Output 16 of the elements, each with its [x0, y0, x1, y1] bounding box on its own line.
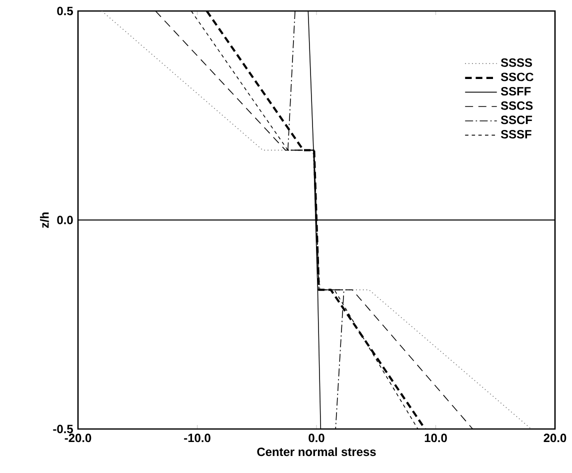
x-tick-label: 10.0 [424, 434, 447, 442]
legend-label: SSCS [500, 101, 533, 110]
legend-label: SSCF [500, 116, 532, 124]
y-tick-label: -0.5 [53, 424, 73, 434]
x-tick-label: 20.0 [544, 434, 566, 442]
y-axis-title: z/h [40, 212, 49, 228]
legend-label: SSSF [500, 130, 532, 138]
x-tick-label: 0.0 [308, 434, 324, 442]
y-tick-label: 0.0 [57, 216, 73, 224]
x-tick-label: -20.0 [64, 434, 92, 442]
legend-label: SSCC [500, 72, 534, 82]
legend-label: SSFF [500, 87, 531, 96]
x-axis-title: Center normal stress [257, 447, 376, 456]
x-tick-label: -10.0 [184, 434, 210, 442]
y-tick-label: 0.5 [57, 6, 73, 16]
legend-label: SSSS [500, 58, 532, 67]
